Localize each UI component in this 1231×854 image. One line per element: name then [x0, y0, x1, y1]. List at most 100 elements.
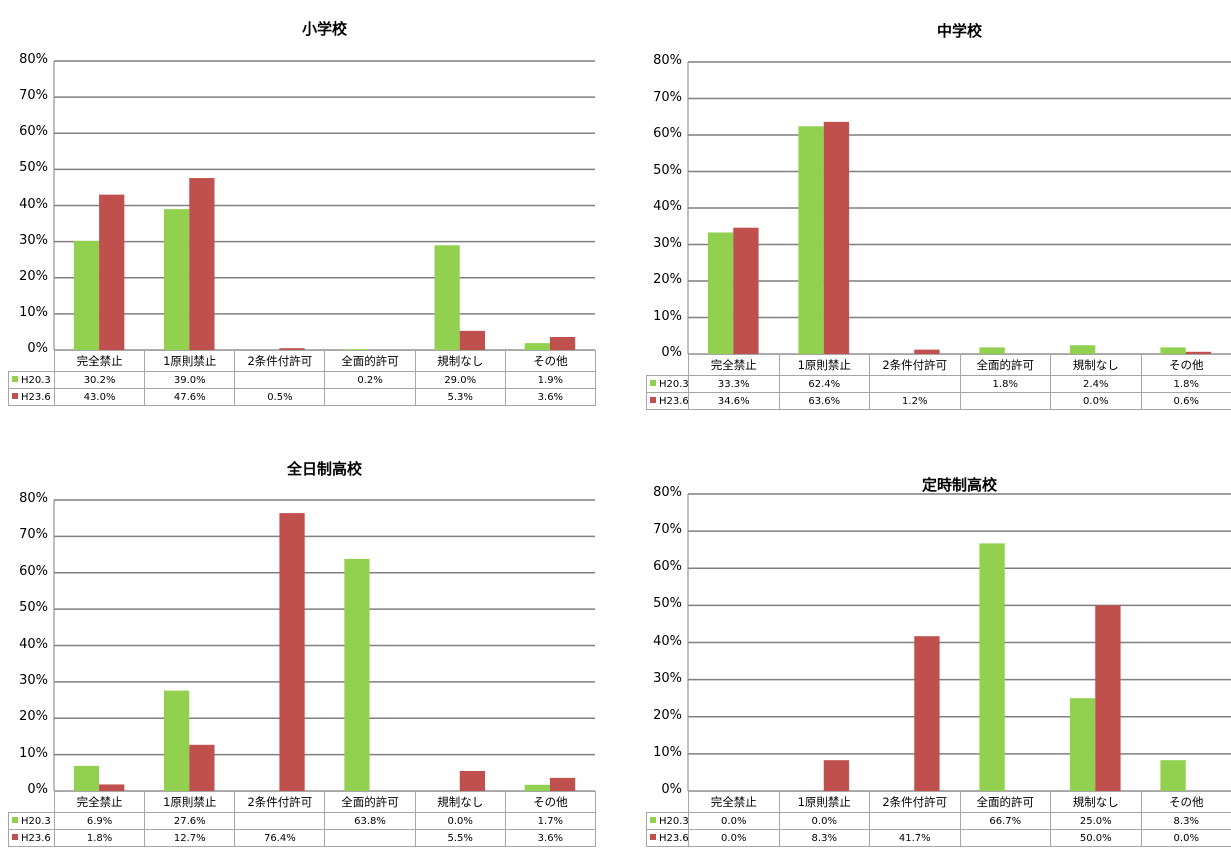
legend-key: H23.6 — [646, 829, 689, 847]
category-label: その他 — [504, 791, 596, 813]
y-tick-label: 40% — [19, 636, 48, 652]
category-label: 全面的許可 — [959, 354, 1051, 376]
y-tick-label: 70% — [653, 522, 682, 538]
chart-junior-high: 中学校 0% 10% 20% 30% 40% 50% 60% 70% 80% 完全禁止 1原則禁止 2条… — [646, 14, 1231, 454]
y-tick-label: 40% — [653, 199, 682, 214]
y-tick-label: 70% — [19, 527, 48, 543]
category-label: 完全禁止 — [53, 791, 146, 813]
category-label: 2条件付許可 — [234, 350, 326, 372]
category-label: その他 — [504, 350, 596, 372]
data-label: 0.0% — [778, 812, 870, 830]
bar-H20.3-1 — [798, 126, 824, 355]
data-table: 完全禁止 1原則禁止 2条件付許可 全面的許可 規制なし その他 H20.3 6.9% 27.6… — [8, 791, 596, 847]
data-label: 0.2% — [324, 371, 416, 389]
chart-title: 中学校 — [936, 22, 982, 40]
category-label: 1原則禁止 — [144, 350, 236, 372]
y-tick-label: 50% — [19, 160, 48, 176]
bar-H20.3-3 — [979, 347, 1005, 354]
y-tick-label: 80% — [653, 485, 682, 500]
data-label: 0.0% — [414, 812, 506, 830]
category-label: 1原則禁止 — [778, 354, 870, 376]
category-label: 1原則禁止 — [144, 791, 236, 813]
data-label: 6.9% — [53, 812, 146, 830]
data-table: 完全禁止 1原則禁止 2条件付許可 全面的許可 規制なし その他 H20.3 0.0% 0.0%… — [646, 791, 1231, 847]
data-label: 3.6% — [504, 829, 596, 847]
data-label: 1.8% — [959, 375, 1051, 393]
legend-swatch — [12, 375, 18, 382]
data-label: 27.6% — [144, 812, 236, 830]
bar-H20.3-5 — [524, 343, 550, 350]
y-tick-label: 20% — [653, 272, 682, 287]
bar-H23.6-4 — [459, 770, 485, 791]
data-label: 0.0% — [688, 829, 780, 847]
category-label: 全面的許可 — [324, 791, 416, 813]
y-tick-label: 10% — [653, 744, 682, 760]
bar-H20.3-0 — [707, 232, 734, 354]
category-label: 規制なし — [414, 350, 506, 372]
y-tick-label: 60% — [19, 124, 48, 140]
data-label: 1.7% — [504, 812, 596, 830]
category-label: 規制なし — [414, 791, 506, 813]
plot-area — [53, 499, 595, 792]
series-name: H20.3 — [659, 378, 689, 390]
category-label: 2条件付許可 — [869, 354, 961, 376]
data-label: 8.3% — [778, 829, 870, 847]
category-label: 1原則禁止 — [778, 791, 870, 813]
legend-swatch — [12, 816, 18, 823]
chart-title: 定時制高校 — [921, 476, 997, 494]
data-label: 41.7% — [869, 829, 961, 847]
y-tick-label: 20% — [653, 707, 682, 723]
bar-H23.6-2 — [279, 513, 305, 791]
series-name: H20.3 — [21, 815, 51, 827]
y-tick-label: 80% — [19, 491, 48, 506]
bar-H20.3-0 — [73, 765, 100, 791]
legend-key: H23.6 — [8, 388, 55, 406]
plot-area — [687, 493, 1231, 792]
legend-swatch — [650, 816, 656, 823]
bar-H20.3-4 — [1069, 345, 1096, 354]
chart-title: 全日制高校 — [286, 460, 362, 478]
data-table: 完全禁止 1原則禁止 2条件付許可 全面的許可 規制なし その他 H20.3 33.3% 62.… — [646, 354, 1231, 410]
y-tick-label: 60% — [19, 563, 48, 579]
bar-H20.3-0 — [73, 240, 100, 350]
series-name: H23.6 — [659, 832, 689, 844]
data-label: 0.6% — [1140, 392, 1231, 410]
legend-swatch — [650, 396, 656, 403]
data-label: 25.0% — [1050, 812, 1142, 830]
data-label — [869, 812, 961, 830]
y-tick-label: 80% — [19, 52, 48, 67]
bar-H23.6-4 — [1095, 605, 1121, 791]
category-label: 全面的許可 — [324, 350, 416, 372]
data-label: 34.6% — [688, 392, 780, 410]
bar-H20.3-3 — [344, 558, 370, 791]
y-tick-label: 70% — [653, 89, 682, 105]
data-label — [234, 812, 326, 830]
data-label: 12.7% — [144, 829, 236, 847]
y-tick-label: 80% — [653, 53, 682, 68]
data-label: 39.0% — [144, 371, 236, 389]
chart-fulltime-high: 全日制高校 0% 10% 20% 30% 40% 50% 60% 70% 80% 完全禁止 1原則禁止… — [8, 452, 598, 854]
bar-H23.6-0 — [99, 194, 125, 350]
y-tick-label: 60% — [653, 126, 682, 141]
data-label: 0.5% — [234, 388, 326, 406]
y-tick-label: 40% — [653, 633, 682, 649]
category-label: 完全禁止 — [53, 350, 146, 372]
data-label: 50.0% — [1050, 829, 1142, 847]
category-label: 規制なし — [1050, 791, 1142, 813]
y-tick-label: 10% — [19, 745, 48, 761]
bar-H23.6-1 — [189, 178, 215, 350]
y-tick-label: 10% — [19, 304, 48, 320]
data-label: 63.8% — [324, 812, 416, 830]
y-tick-label: 10% — [653, 308, 682, 324]
legend-swatch — [12, 833, 18, 840]
legend-key: H20.3 — [8, 371, 55, 389]
series-name: H23.6 — [21, 832, 51, 844]
chart-parttime-high: 定時制高校 0% 10% 20% 30% 40% 50% 60% 70% 80% 完全禁止 1原則禁止… — [646, 470, 1231, 854]
bar-H20.3-5 — [524, 784, 550, 791]
data-label: 0.0% — [1050, 392, 1142, 410]
plot-area — [53, 60, 595, 351]
data-label — [324, 829, 416, 847]
bar-H23.6-4 — [459, 330, 485, 350]
chart-title: 小学校 — [301, 20, 347, 38]
category-label: 全面的許可 — [959, 791, 1051, 813]
